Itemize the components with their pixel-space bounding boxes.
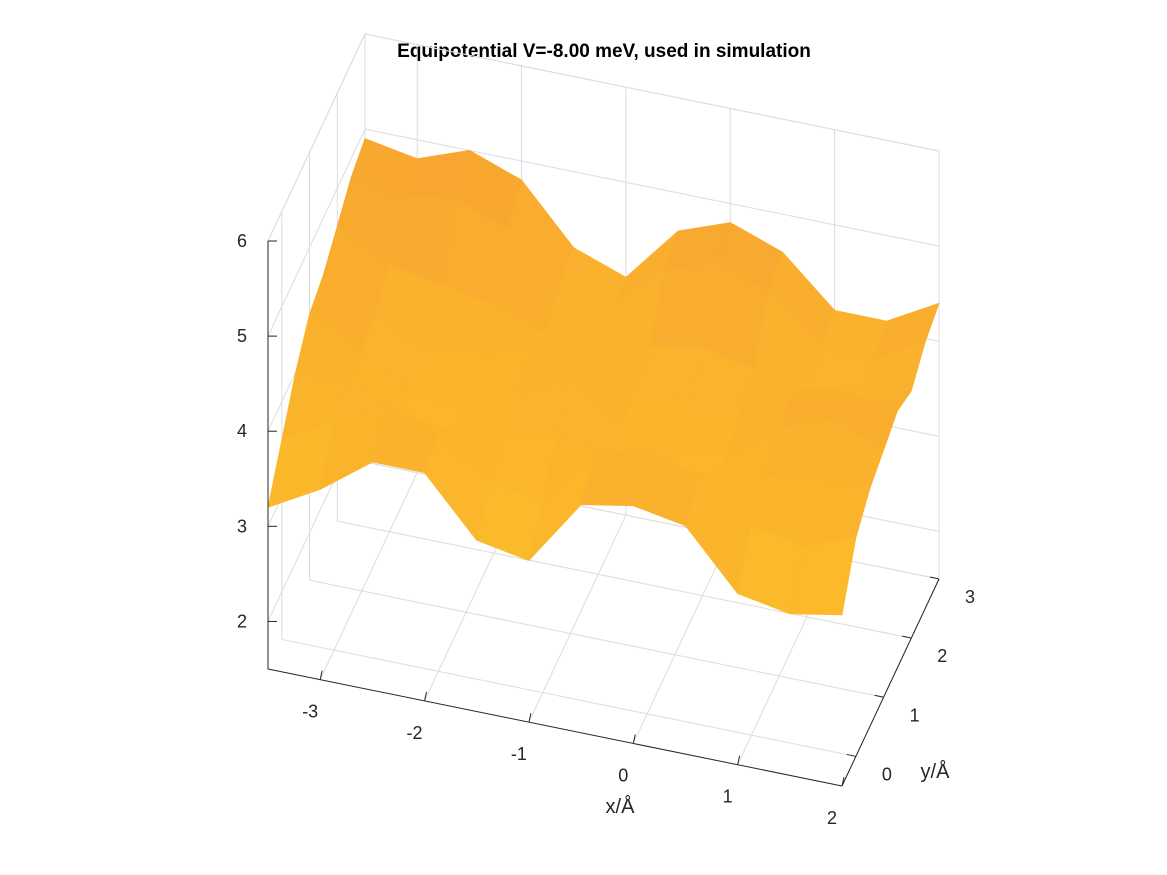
- x-tick-label: 2: [827, 808, 837, 828]
- grid-line: [528, 514, 627, 723]
- axes-frame: [267, 240, 940, 787]
- surface-patch: [789, 537, 857, 616]
- x-tick-label: 1: [723, 787, 733, 807]
- tick-labels: -3 -2 -1 0 1 2 0 1 2 3 2 3 4 5 6: [237, 231, 975, 828]
- z-tick-label: 2: [237, 611, 247, 631]
- grid-line: [364, 128, 940, 247]
- x-tick-label: -1: [511, 744, 527, 764]
- x-tick-label: -3: [302, 702, 318, 722]
- grid-line: [267, 128, 366, 337]
- x-tick-mark: [319, 670, 323, 680]
- y-tick-mark: [902, 635, 912, 639]
- y-tick-mark: [874, 694, 884, 698]
- y-tick-mark: [929, 576, 940, 580]
- z-tick-label: 5: [237, 326, 247, 346]
- x-axis-line: [267, 668, 843, 787]
- grid-line: [632, 536, 731, 744]
- y-axis-label: y/Å: [921, 760, 951, 783]
- z-tick-label: 3: [237, 516, 247, 536]
- x-tick-mark: [528, 713, 532, 723]
- x-tick-mark: [632, 734, 636, 744]
- y-tick-label: 3: [965, 587, 975, 607]
- box-edge: [267, 33, 366, 242]
- grid-line: [337, 520, 912, 639]
- surface-plot: [267, 138, 940, 616]
- grid-line: [309, 579, 884, 698]
- z-tick-label: 4: [237, 421, 247, 441]
- z-tick-label: 6: [237, 231, 247, 251]
- y-axis-line: [841, 578, 940, 787]
- y-tick-label: 0: [882, 764, 892, 784]
- x-tick-label: -2: [406, 723, 422, 743]
- box-edge: [364, 33, 940, 152]
- surface-patch: [267, 421, 335, 508]
- x-tick-label: 0: [618, 766, 628, 786]
- chart-title: Equipotential V=-8.00 meV, used in simul…: [397, 41, 811, 62]
- x-axis-label: x/Å: [606, 795, 636, 818]
- x-tick-mark: [424, 691, 428, 702]
- y-tick-label: 1: [910, 705, 920, 725]
- x-tick-mark: [841, 776, 845, 787]
- grid-line: [319, 472, 418, 680]
- y-tick-mark: [846, 753, 856, 757]
- y-tick-label: 2: [937, 646, 947, 666]
- grid-line: [281, 638, 856, 757]
- x-tick-mark: [737, 755, 741, 765]
